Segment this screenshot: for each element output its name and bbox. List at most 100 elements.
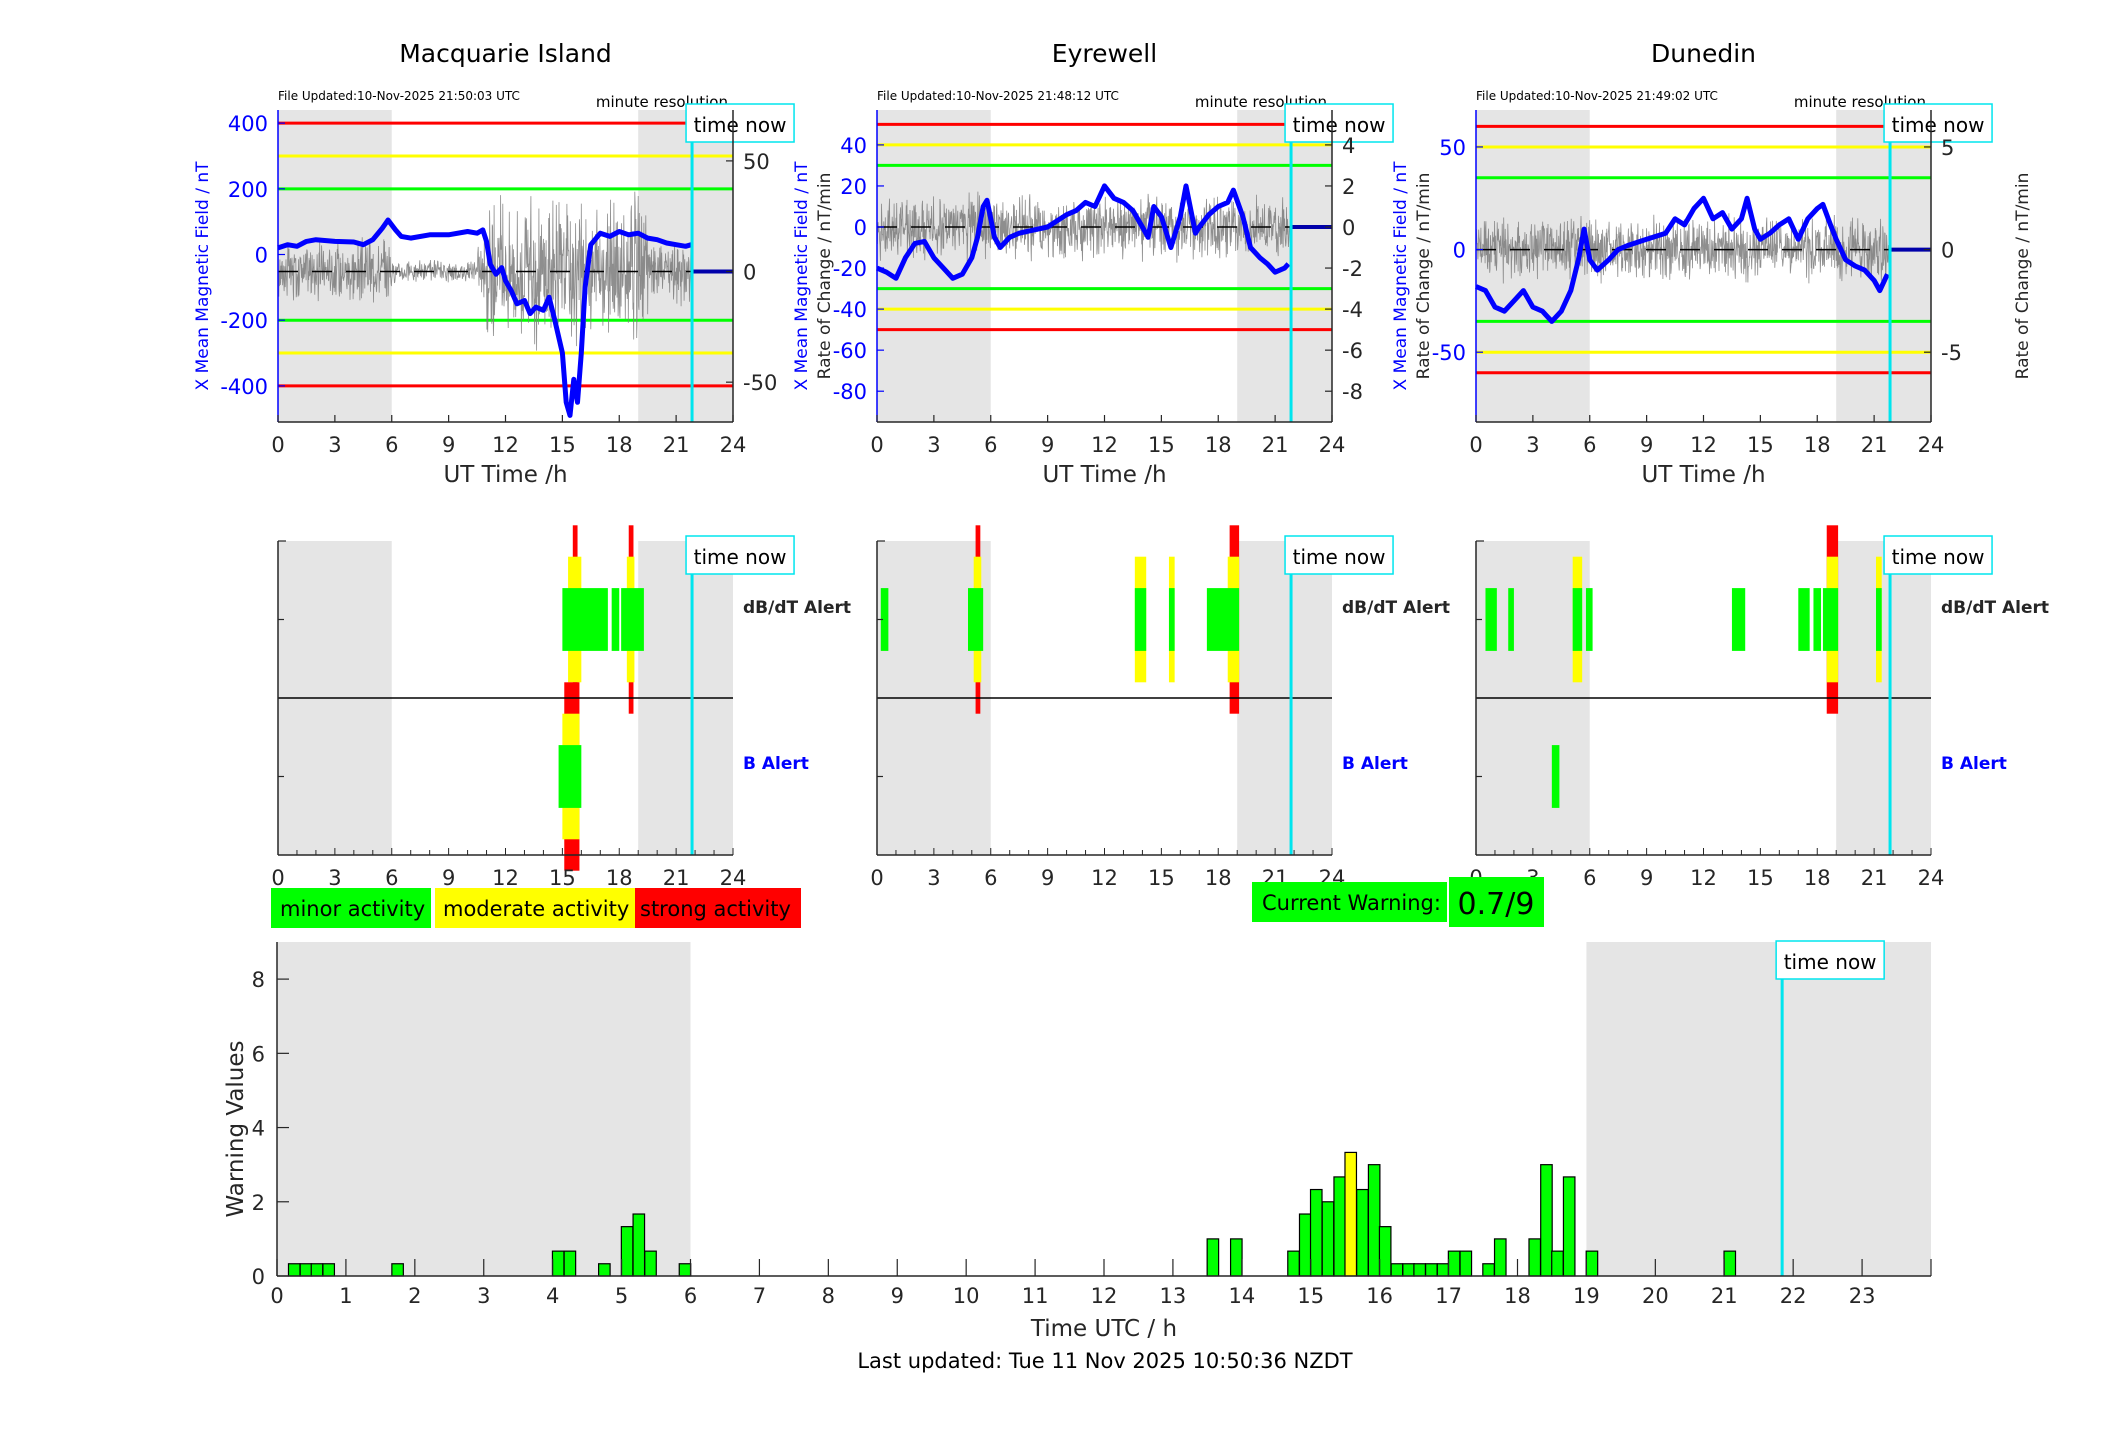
warning-bar [1723,1250,1737,1277]
warning-bar [1585,1250,1599,1277]
left-tick-label: -80 [833,380,867,404]
x-tick-label: 18 [1205,433,1232,457]
x-tick-label: 13 [1160,1284,1187,1308]
alert-x-tick-label: 0 [870,866,883,890]
y-tick-label: 4 [252,1117,265,1141]
dbdt-alert-minor-bar [1485,588,1497,651]
x-tick-label: 8 [822,1284,835,1308]
right-tick-label: 0 [743,261,756,285]
b-alert-label: B Alert [743,754,809,774]
warning-bar [551,1250,565,1277]
x-tick-label: 9 [1041,433,1054,457]
station-panel-0: Macquarie Island File Updated:10-Nov-2025… [193,39,851,890]
current-warning-label-box [1252,882,1447,922]
left-axis-label: X Mean Magnetic Field / nT [792,161,812,391]
y-tick-label: 0 [252,1265,265,1289]
alert-x-tick-label: 12 [1690,866,1717,890]
warning-bar [1413,1263,1426,1277]
y-tick-label: 6 [252,1042,265,1066]
x-tick-label: 3 [328,433,341,457]
warning-bar [632,1213,646,1277]
right-tick-label: 5 [1941,136,1954,160]
right-tick-label: 4 [1342,134,1355,158]
alert-x-tick-label: 9 [1041,866,1054,890]
warning-bar [563,1250,577,1277]
right-tick-label: -8 [1342,380,1363,404]
right-tick-label: -50 [743,371,777,395]
x-tick-label: 15 [1747,433,1774,457]
legend-strong-label: strong activity [640,897,791,921]
current-warning: Current Warning: 0.7/9 [1252,877,1544,927]
left-tick-label: 0 [1453,239,1466,263]
left-tick-label: -60 [833,339,867,363]
left-tick-label: -40 [833,298,867,322]
x-axis-label: UT Time /h [1042,462,1166,488]
x-tick-label: 9 [891,1284,904,1308]
time-now-label: time now [1293,113,1386,137]
x-tick-label: 17 [1435,1284,1462,1308]
dbdt-alert-label: dB/dT Alert [1941,598,2049,618]
rate-of-change-line [876,191,1292,263]
dbdt-alert-label: dB/dT Alert [743,598,851,618]
dbdt-alert-minor-bar [1508,588,1514,651]
x-tick-label: 9 [442,433,455,457]
current-warning-label: Current Warning: [1262,891,1441,915]
left-tick-label: 0 [255,244,268,268]
x-tick-label: 24 [720,433,747,457]
dbdt-alert-minor-bar [1206,588,1240,651]
alert-x-tick-label: 18 [1804,866,1831,890]
x-tick-label: 12 [492,433,519,457]
dbdt-alert-minor-bar [968,588,984,651]
warning-bar [299,1263,313,1277]
alert-x-tick-label: 6 [984,866,997,890]
dbdt-alert-minor-bar [1585,588,1593,651]
time-now-box [1284,535,1394,575]
time-now-box [1284,103,1394,143]
night-shade [1586,942,1931,1276]
x-tick-label: 18 [1504,1284,1531,1308]
time-now-label: time now [694,113,787,137]
x-tick-label: 21 [663,433,690,457]
left-tick-label: 50 [1439,136,1466,160]
x-tick-label: 3 [1526,433,1539,457]
alert-x-tick-label: 3 [328,866,341,890]
x-tick-label: 0 [870,433,883,457]
right-tick-label: -2 [1342,257,1363,281]
x-tick-label: 6 [984,433,997,457]
left-tick-label: 20 [840,175,867,199]
right-tick-label: 2 [1342,175,1355,199]
warning-bar [1309,1188,1323,1277]
warning-bar [678,1263,692,1277]
legend-moderate-label: moderate activity [443,897,629,921]
x-tick-label: 4 [546,1284,559,1308]
x-tick-label: 21 [1711,1284,1738,1308]
b-alert-label: B Alert [1342,754,1408,774]
alert-x-tick-label: 21 [663,866,690,890]
x-axis-label: UT Time /h [443,462,567,488]
alert-x-tick-label: 24 [720,866,747,890]
time-now-box [1883,535,1993,575]
time-now-box [1775,940,1885,980]
activity-legend: minor activity moderate activity strong ac… [271,888,801,928]
x-tick-label: 0 [270,1284,283,1308]
field-chart: time now 400 200 0 -200 -400 50 0 -50 0 3 6 9 12 15 18 2… [193,103,835,488]
x-tick-label: 15 [1297,1284,1324,1308]
right-axis-label: Rate of Change / nT/min [815,173,835,380]
alert-x-tick-label: 15 [1148,866,1175,890]
magnetic-field-line [277,217,692,418]
x-tick-label: 20 [1642,1284,1669,1308]
warning-bar [1493,1238,1507,1277]
warning-bar [1356,1188,1369,1277]
alert-x-tick-label: 9 [442,866,455,890]
x-tick-label: 18 [1804,433,1831,457]
alert-x-tick-label: 15 [549,866,576,890]
station-panel-1: Eyrewell File Updated:10-Nov-2025 21:48:1… [792,39,1450,890]
x-tick-label: 14 [1228,1284,1255,1308]
x-tick-label: 0 [1469,433,1482,457]
alert-x-tick-label: 15 [1747,866,1774,890]
y-tick-label: 2 [252,1191,265,1215]
warning-bar [1447,1250,1461,1277]
